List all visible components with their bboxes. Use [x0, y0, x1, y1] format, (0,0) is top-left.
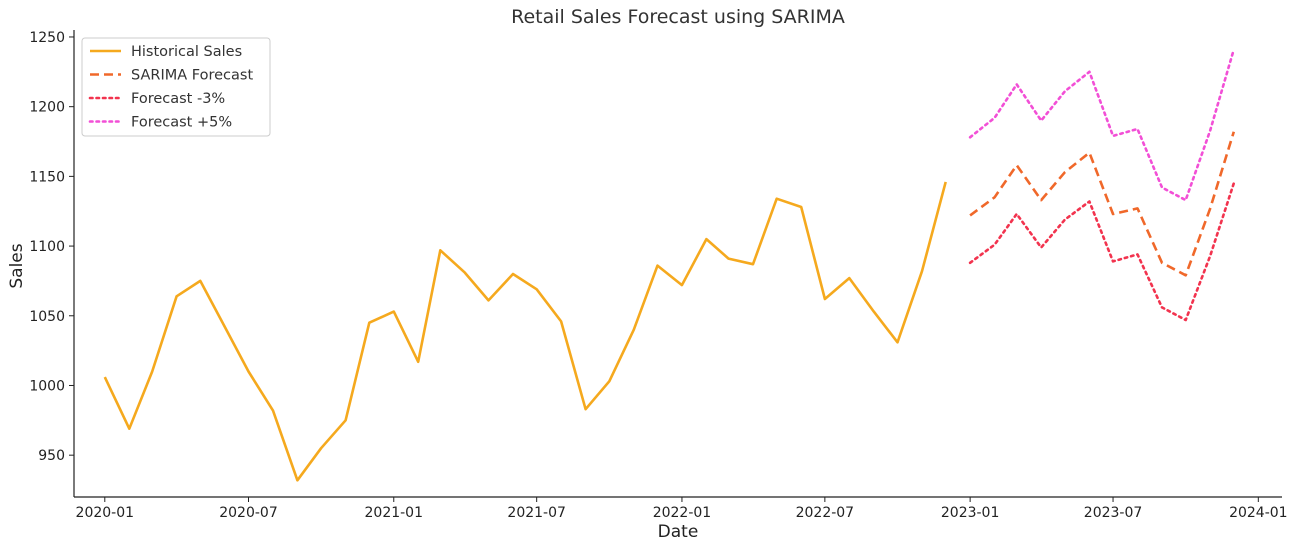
x-tick-label: 2022-07: [796, 505, 855, 521]
legend-label-3: Forecast +5%: [131, 115, 232, 131]
y-tick-label: 1250: [29, 30, 65, 46]
x-tick-label: 2021-07: [507, 505, 566, 521]
y-axis-ticks: 950 1000 1050 1100 1150 1200 1250: [29, 30, 74, 464]
y-tick-label: 1150: [29, 169, 65, 185]
x-tick-label: 2023-07: [1084, 505, 1143, 521]
series-line-1: [969, 131, 1236, 277]
series-line-0: [103, 181, 947, 482]
x-tick-label: 2022-01: [653, 505, 712, 521]
y-tick-label: 1200: [29, 100, 65, 116]
x-tick-label: 2024-01: [1229, 505, 1288, 521]
x-axis-label: Date: [658, 522, 699, 542]
legend-box: [81, 37, 271, 137]
legend-label-2: Forecast -3%: [131, 91, 225, 107]
x-tick-label: 2020-07: [219, 505, 278, 521]
x-axis-ticks: 2020-01 2020-07 2021-01 2021-07 2022-01 2022-…: [76, 497, 1288, 521]
series-line-2: [968, 182, 1236, 322]
x-tick-label: 2023-01: [941, 505, 1000, 521]
x-tick-label: 2021-01: [365, 505, 424, 521]
y-tick-label: 1050: [29, 309, 65, 325]
x-tick-label: 2020-01: [76, 505, 135, 521]
y-tick-label: 1000: [29, 378, 65, 394]
plot-lines: [103, 48, 1236, 482]
legend-label-0: Historical Sales: [131, 44, 242, 60]
axes: [73, 30, 1282, 498]
chart-title: Retail Sales Forecast using SARIMA: [511, 6, 845, 28]
series-line-3: [968, 48, 1236, 202]
y-tick-label: 950: [38, 448, 65, 464]
y-tick-label: 1100: [29, 239, 65, 255]
legend-label-1: SARIMA Forecast: [131, 68, 253, 84]
y-axis-label: Sales: [7, 243, 27, 288]
legend: Historical Sales SARIMA Forecast Forecast …: [81, 37, 271, 137]
